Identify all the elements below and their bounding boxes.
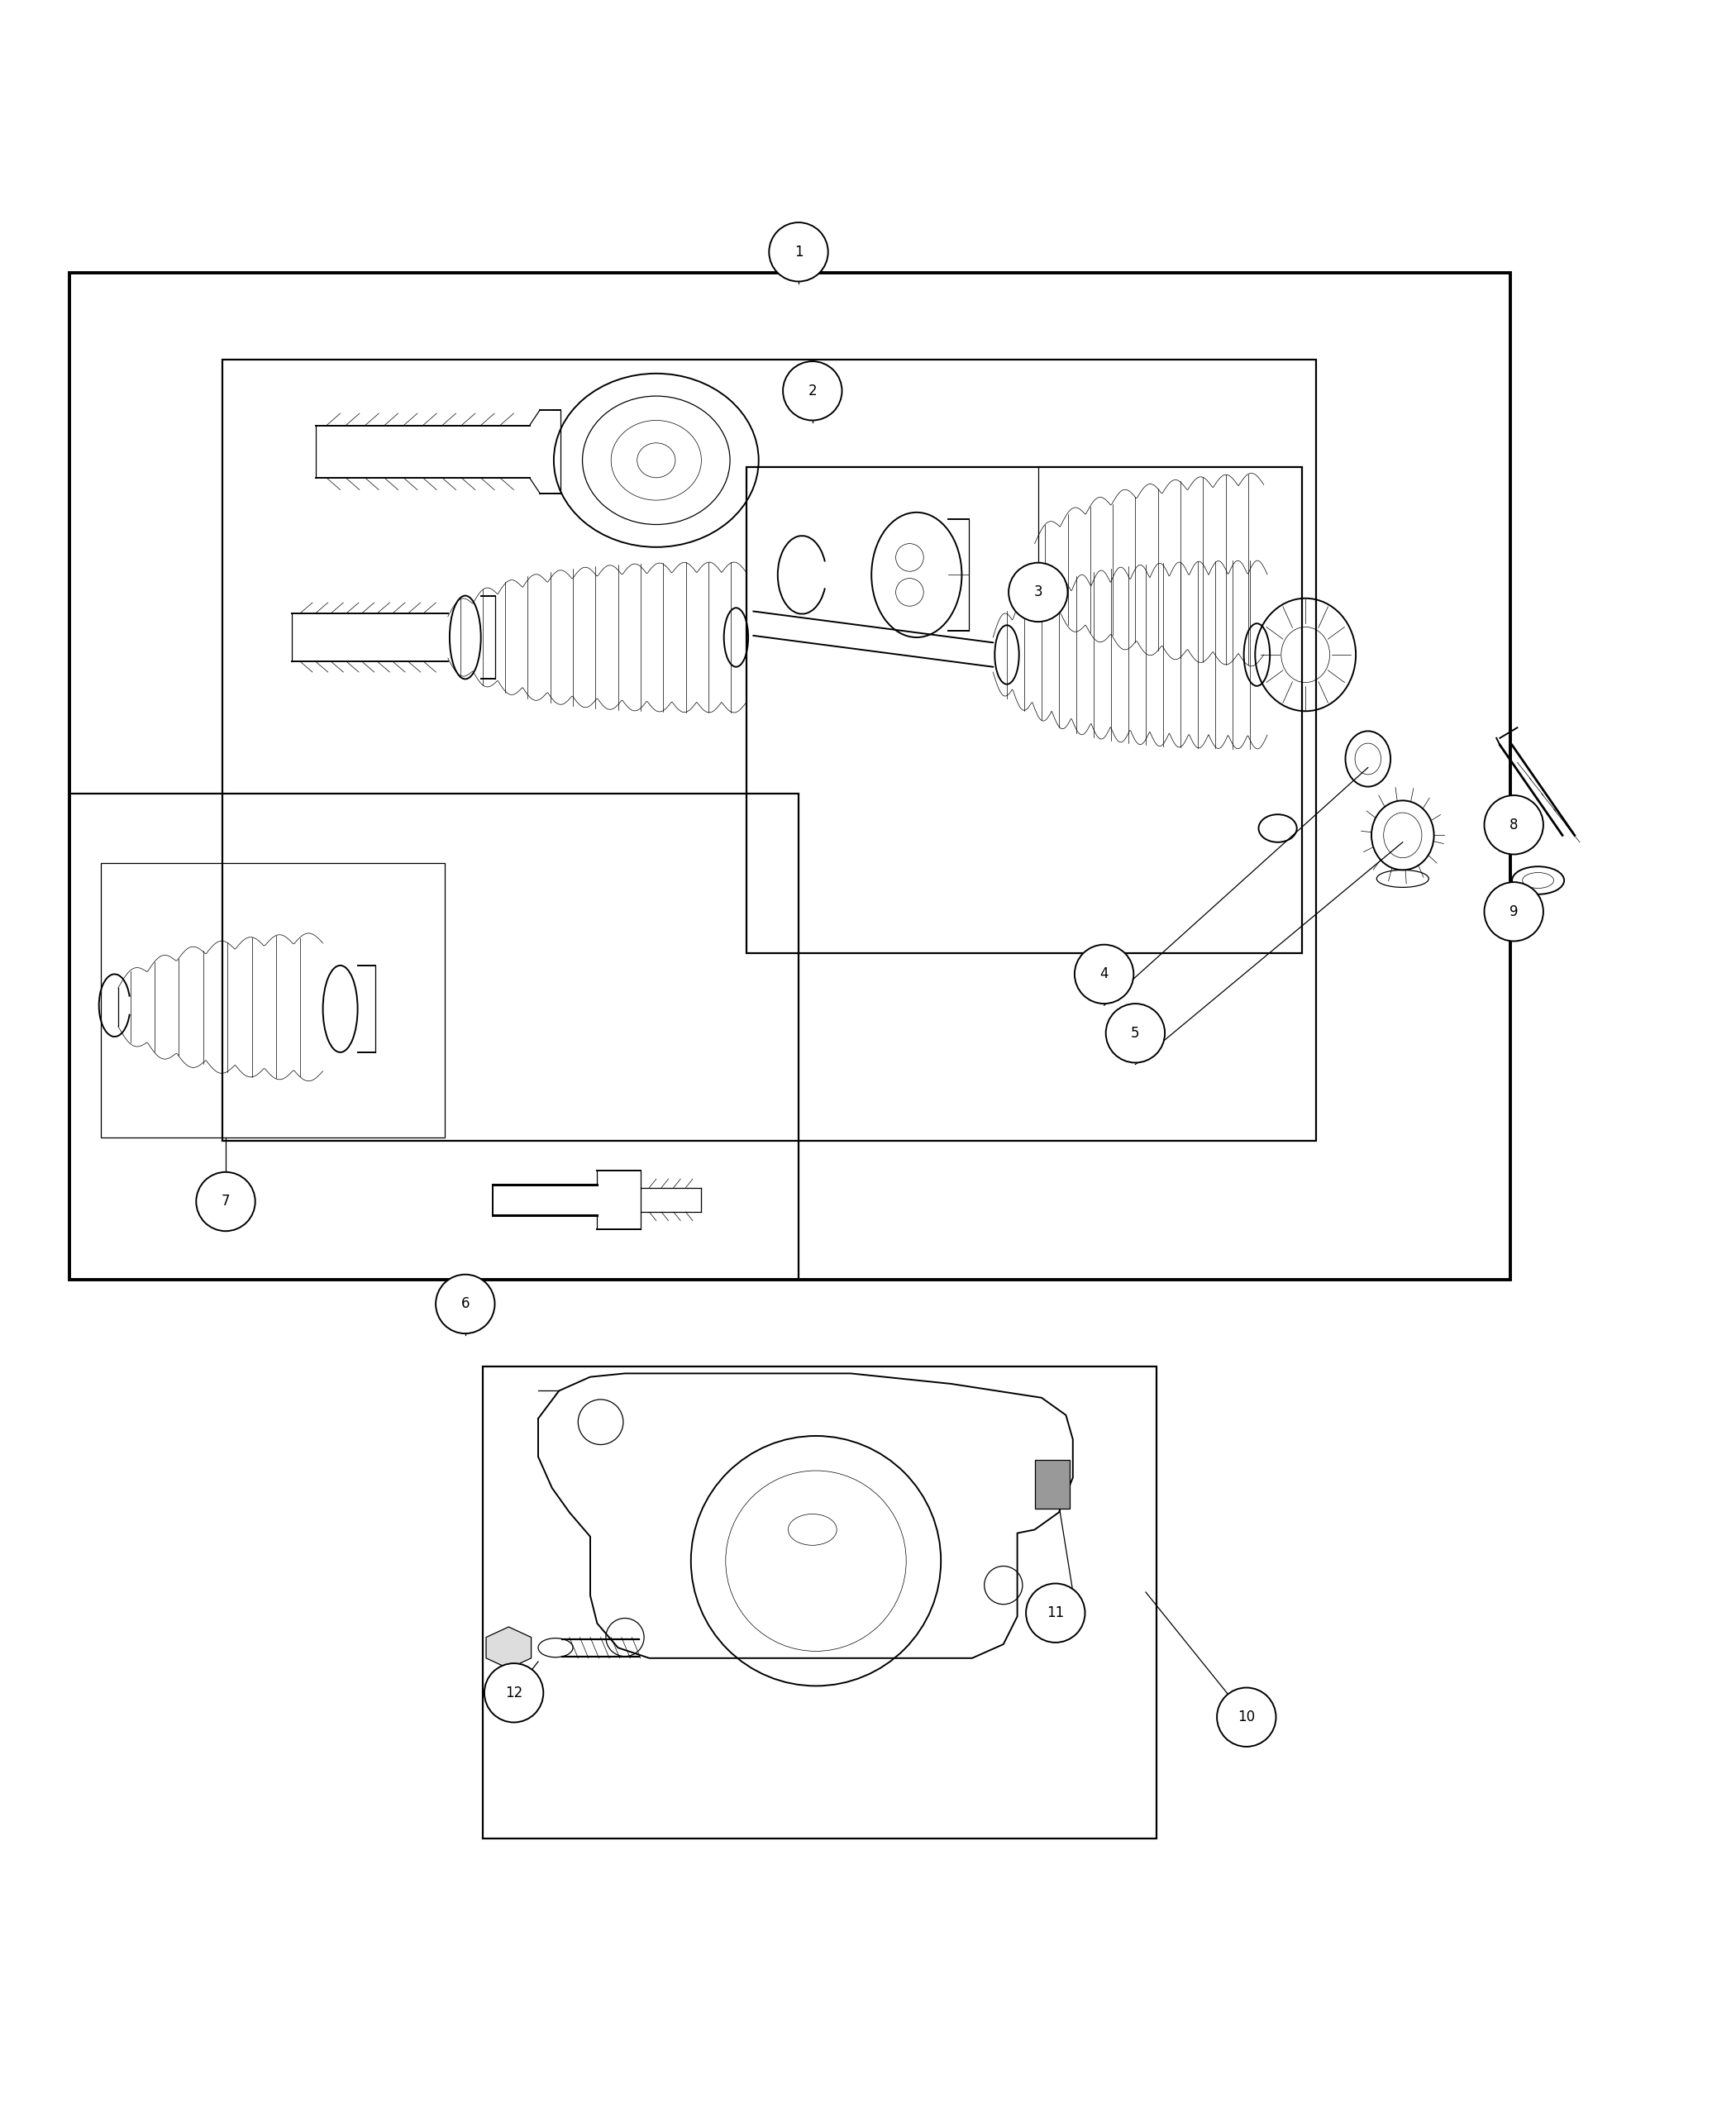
Bar	[222, 360, 1316, 1140]
Circle shape	[1484, 795, 1543, 854]
Text: 1: 1	[793, 245, 804, 259]
Circle shape	[769, 223, 828, 282]
Circle shape	[484, 1663, 543, 1722]
Text: 9: 9	[1510, 904, 1517, 919]
Circle shape	[1106, 1003, 1165, 1062]
Bar	[69, 272, 1510, 1280]
Circle shape	[1484, 881, 1543, 940]
Text: 2: 2	[807, 384, 818, 398]
Bar	[746, 468, 1302, 953]
Bar	[69, 793, 799, 1280]
Bar	[483, 1366, 1156, 1838]
Text: 5: 5	[1132, 1027, 1141, 1041]
Text: 10: 10	[1238, 1710, 1255, 1724]
Circle shape	[1217, 1689, 1276, 1748]
Bar	[1035, 1461, 1069, 1509]
Text: 11: 11	[1047, 1606, 1064, 1621]
Circle shape	[436, 1275, 495, 1334]
Circle shape	[1026, 1583, 1085, 1642]
Circle shape	[196, 1172, 255, 1231]
Text: 4: 4	[1101, 968, 1108, 982]
Circle shape	[1009, 563, 1068, 622]
Text: 8: 8	[1510, 818, 1517, 833]
Circle shape	[1075, 944, 1134, 1003]
Text: 12: 12	[505, 1686, 523, 1701]
Circle shape	[783, 360, 842, 419]
Text: 6: 6	[462, 1296, 469, 1311]
Text: 3: 3	[1033, 584, 1043, 599]
Bar	[101, 862, 444, 1138]
Polygon shape	[486, 1627, 531, 1670]
Text: 7: 7	[222, 1193, 229, 1210]
